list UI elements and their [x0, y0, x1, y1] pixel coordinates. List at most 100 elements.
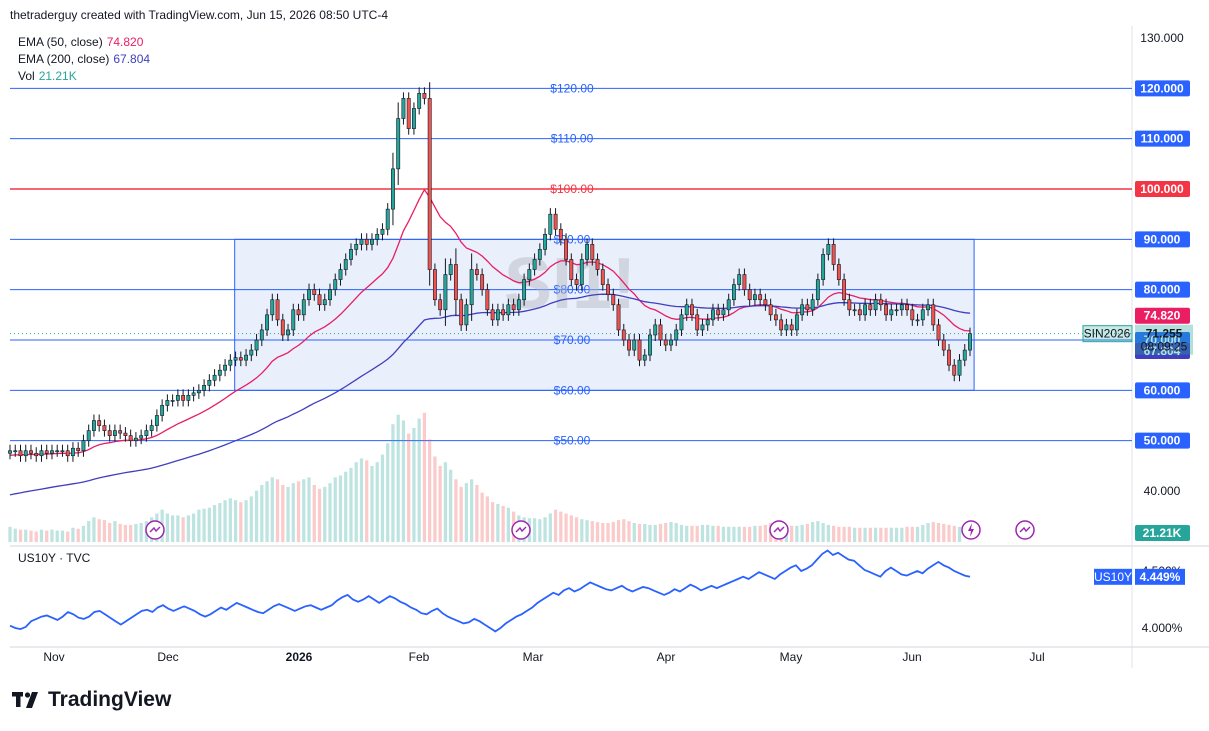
candle[interactable] — [301, 293, 306, 321]
candle[interactable] — [926, 298, 930, 316]
dividend-icon[interactable] — [511, 520, 531, 540]
candle[interactable] — [412, 102, 416, 135]
candle[interactable] — [747, 283, 752, 306]
candle[interactable] — [459, 293, 464, 331]
candle[interactable] — [23, 444, 28, 462]
candle[interactable] — [139, 429, 144, 445]
candle[interactable] — [516, 293, 521, 316]
candle[interactable] — [469, 253, 474, 321]
candle[interactable] — [920, 303, 925, 326]
candle[interactable] — [501, 303, 506, 321]
candle[interactable] — [852, 303, 857, 316]
candle[interactable] — [223, 359, 228, 377]
dividend-icon[interactable] — [1015, 520, 1035, 540]
candle[interactable] — [553, 208, 558, 236]
candle[interactable] — [847, 293, 852, 316]
dividend-icon[interactable] — [769, 520, 789, 540]
candle[interactable] — [742, 268, 747, 296]
candle[interactable] — [962, 344, 967, 367]
candle[interactable] — [889, 303, 894, 321]
candle[interactable] — [863, 298, 868, 321]
candle[interactable] — [359, 233, 364, 251]
candle[interactable] — [8, 444, 12, 460]
candle[interactable] — [878, 293, 883, 311]
candle[interactable] — [506, 298, 511, 321]
candle[interactable] — [690, 298, 694, 321]
candle[interactable] — [338, 263, 343, 286]
us10y-line[interactable] — [9, 549, 971, 633]
candle[interactable] — [291, 303, 296, 336]
candle[interactable] — [595, 253, 600, 276]
candle[interactable] — [29, 444, 33, 460]
candle[interactable] — [422, 87, 427, 105]
candle[interactable] — [810, 293, 815, 316]
candle[interactable] — [773, 308, 778, 326]
candle[interactable] — [590, 238, 595, 266]
candle[interactable] — [97, 414, 102, 432]
candle[interactable] — [453, 248, 458, 316]
ema200-line[interactable] — [9, 293, 971, 496]
candle[interactable] — [674, 323, 679, 347]
candle[interactable] — [679, 308, 684, 336]
candle[interactable] — [385, 203, 390, 236]
candle[interactable] — [286, 323, 290, 342]
candle[interactable] — [133, 432, 138, 447]
candle[interactable] — [202, 379, 207, 397]
candle[interactable] — [233, 351, 238, 367]
candle[interactable] — [815, 273, 820, 306]
candle[interactable] — [86, 424, 91, 447]
candle[interactable] — [44, 444, 49, 460]
candle[interactable] — [181, 389, 186, 407]
symbol-badge[interactable] — [1082, 325, 1133, 343]
candle[interactable] — [13, 444, 18, 457]
candle[interactable] — [396, 102, 401, 185]
candle[interactable] — [170, 394, 175, 407]
candle[interactable] — [836, 258, 841, 286]
candle[interactable] — [438, 293, 443, 316]
candle[interactable] — [941, 333, 946, 357]
candle[interactable] — [700, 318, 705, 336]
candle[interactable] — [270, 293, 275, 321]
us10y-legend[interactable]: US10Y · TVC — [18, 551, 91, 565]
candle[interactable] — [81, 434, 86, 457]
candle[interactable] — [726, 293, 731, 316]
candle[interactable] — [427, 82, 432, 286]
candle[interactable] — [637, 333, 642, 367]
candle[interactable] — [952, 359, 957, 382]
candle[interactable] — [296, 303, 301, 321]
candle[interactable] — [763, 293, 768, 311]
candle[interactable] — [910, 303, 915, 326]
candle[interactable] — [558, 223, 563, 246]
candle[interactable] — [354, 238, 359, 256]
candle[interactable] — [842, 273, 847, 306]
candle[interactable] — [280, 313, 285, 342]
candle[interactable] — [18, 444, 23, 462]
candle[interactable] — [905, 298, 909, 316]
candle[interactable] — [417, 87, 422, 115]
candle[interactable] — [123, 427, 128, 442]
candle[interactable] — [349, 243, 353, 266]
us10y-name-badge[interactable] — [1094, 568, 1132, 585]
legend-volume[interactable]: Vol 21.21K — [18, 68, 150, 85]
candle[interactable] — [899, 298, 904, 316]
candle[interactable] — [653, 318, 658, 342]
candle[interactable] — [658, 318, 663, 347]
candle[interactable] — [758, 288, 763, 306]
candle[interactable] — [228, 354, 233, 372]
candle[interactable] — [149, 419, 154, 437]
candle[interactable] — [307, 283, 311, 306]
candle[interactable] — [616, 298, 621, 336]
candle[interactable] — [244, 349, 248, 367]
candle[interactable] — [118, 424, 123, 440]
candle[interactable] — [611, 288, 616, 311]
candle[interactable] — [711, 303, 715, 326]
candle[interactable] — [548, 208, 553, 241]
candle[interactable] — [275, 293, 280, 326]
candle[interactable] — [102, 419, 107, 437]
legend-ema200[interactable]: EMA (200, close) 67.804 — [18, 51, 150, 68]
candle[interactable] — [522, 273, 527, 306]
candle[interactable] — [207, 374, 212, 392]
candle[interactable] — [627, 333, 631, 357]
candle[interactable] — [370, 233, 374, 251]
candle[interactable] — [873, 293, 878, 316]
